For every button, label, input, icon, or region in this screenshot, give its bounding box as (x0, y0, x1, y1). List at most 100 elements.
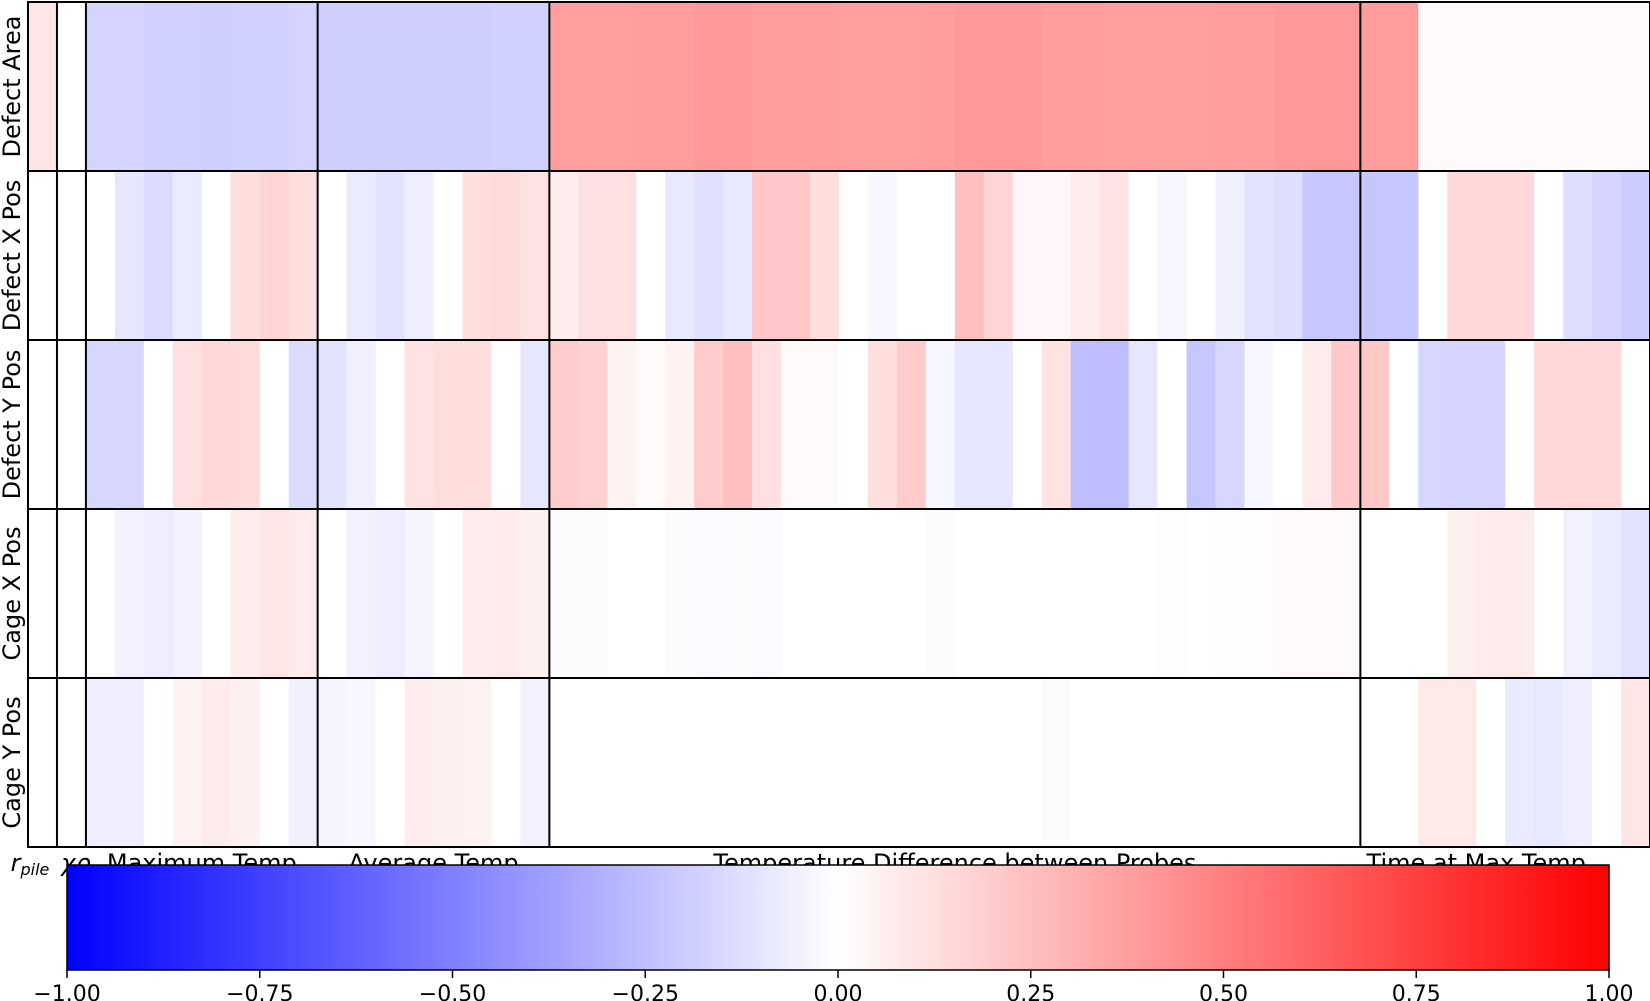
heatmap-cell (433, 678, 464, 848)
heatmap-cell (375, 2, 406, 172)
heatmap-cell (1099, 340, 1130, 510)
heatmap-cell (1302, 678, 1332, 848)
heatmap-cell (172, 509, 203, 679)
heatmap-cell (636, 171, 666, 341)
heatmap-cell (56, 678, 87, 848)
heatmap-cell (1563, 509, 1593, 679)
heatmap-cell (1360, 171, 1390, 341)
heatmap-cell (1360, 678, 1390, 848)
heatmap-cell (1070, 340, 1101, 510)
heatmap-cell (1186, 678, 1217, 848)
heatmap-cell (346, 678, 377, 848)
heatmap-cell (781, 678, 811, 848)
heatmap-cell (28, 2, 58, 172)
heatmap-cell (607, 678, 637, 848)
heatmap-cell (1128, 340, 1159, 510)
heatmap-cell (56, 2, 87, 172)
heatmap-cell (1099, 171, 1130, 341)
heatmap-cell (520, 509, 550, 679)
heatmap-cell (723, 171, 753, 341)
heatmap-cell (867, 340, 898, 510)
heatmap-cell (781, 509, 811, 679)
heatmap-cell (1273, 171, 1304, 341)
heatmap-cell (954, 509, 985, 679)
heatmap-cell (839, 509, 869, 679)
heatmap-cell (839, 340, 869, 510)
heatmap-cell (317, 340, 348, 510)
colorbar: −1.00 −0.75 −0.50 −0.25 0.00 0.25 0.50 0.75 1.00 (33, 864, 1634, 1001)
heatmap-cell (1302, 2, 1332, 172)
row-label-defect-y-pos: Defect Y Pos (0, 350, 26, 500)
heatmap-cell (752, 2, 782, 172)
heatmap-cell (85, 2, 116, 172)
heatmap-cell (259, 2, 290, 172)
heatmap-cell (896, 171, 927, 341)
heatmap-cell (433, 340, 464, 510)
heatmap-cell (1186, 340, 1217, 510)
heatmap-cell (1592, 678, 1622, 848)
heatmap-cell (201, 509, 232, 679)
heatmap-cell (85, 509, 116, 679)
heatmap-cell (839, 2, 869, 172)
heatmap-cell (520, 340, 550, 510)
heatmap-cell (1186, 509, 1217, 679)
heatmap-cell (1592, 2, 1622, 172)
heatmap-cell (723, 340, 753, 510)
heatmap-cell (1447, 678, 1477, 848)
heatmap-cell (404, 509, 435, 679)
heatmap-cell (1012, 2, 1043, 172)
heatmap-cell (1447, 509, 1477, 679)
heatmap-cell (723, 678, 753, 848)
heatmap-cell (1099, 678, 1130, 848)
heatmap-cell (404, 678, 435, 848)
heatmap-cell (288, 340, 319, 510)
heatmap-cell (1563, 678, 1593, 848)
heatmap-cell (1621, 678, 1650, 848)
heatmap-cell (1157, 678, 1188, 848)
heatmap-cell (520, 171, 550, 341)
heatmap-cell (56, 171, 87, 341)
heatmap-cell (1331, 678, 1361, 848)
heatmap-cell (665, 678, 695, 848)
heatmap-cell (636, 678, 666, 848)
heatmap-cell (1273, 340, 1304, 510)
heatmap-cell (1070, 678, 1101, 848)
heatmap-cell (1273, 509, 1304, 679)
heatmap-cell (896, 678, 927, 848)
heatmap-cell (462, 678, 493, 848)
heatmap-cell (317, 171, 348, 341)
heatmap-cell (925, 2, 956, 172)
heatmap-cell (259, 509, 290, 679)
heatmap-cell (636, 340, 666, 510)
heatmap-cell (839, 171, 869, 341)
heatmap-cell (1505, 171, 1535, 341)
heatmap-cell (259, 678, 290, 848)
colorbar-tick-label: 1.00 (1585, 982, 1634, 1001)
heatmap-cell (114, 340, 145, 510)
heatmap-cell (404, 340, 435, 510)
heatmap-cell (346, 171, 377, 341)
heatmap-cell (1534, 171, 1564, 341)
heatmap-cell (201, 678, 232, 848)
heatmap-cell (172, 678, 203, 848)
heatmap-cell (983, 678, 1014, 848)
heatmap-cell (143, 509, 174, 679)
heatmap-cell (433, 2, 464, 172)
heatmap-cell (867, 509, 898, 679)
heatmap-cell (810, 171, 840, 341)
heatmap-cell (230, 2, 261, 172)
heatmap-cell (607, 340, 637, 510)
heatmap-cell (1244, 340, 1275, 510)
heatmap-cell (1621, 171, 1650, 341)
heatmap-cell (694, 678, 724, 848)
heatmap-cell (1041, 2, 1072, 172)
heatmap-cell (1563, 340, 1593, 510)
heatmap-cell (896, 509, 927, 679)
heatmap-cell (491, 340, 521, 510)
colorbar-tick-label: 0.00 (814, 982, 863, 1001)
heatmap-cell (1360, 509, 1390, 679)
heatmap-cell (1302, 340, 1332, 510)
heatmap-cell (85, 678, 116, 848)
heatmap-cell (954, 678, 985, 848)
heatmap-cell (694, 340, 724, 510)
